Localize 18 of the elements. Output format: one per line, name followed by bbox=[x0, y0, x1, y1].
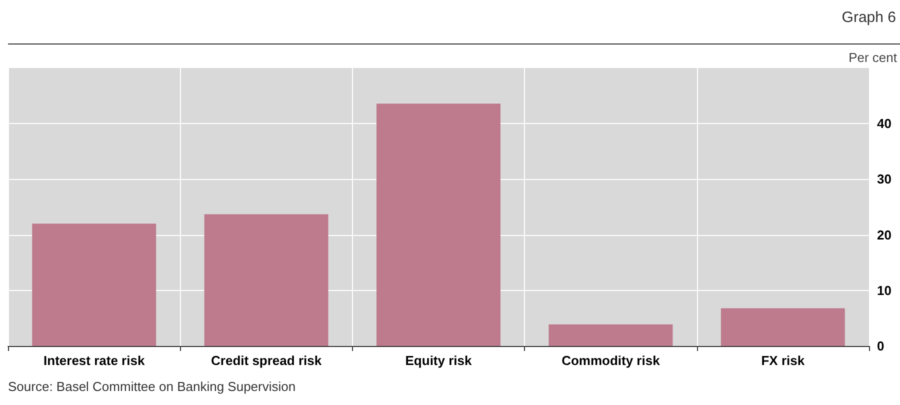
bar bbox=[32, 224, 156, 346]
x-tick-label: FX risk bbox=[761, 353, 806, 368]
x-tick-label: Commodity risk bbox=[562, 353, 661, 368]
x-tick-label: Interest rate risk bbox=[44, 353, 146, 368]
source-note: Source: Basel Committee on Banking Supervision bbox=[8, 379, 296, 394]
y-tick-label: 10 bbox=[877, 282, 892, 298]
y-tick-label: 40 bbox=[877, 116, 892, 132]
bar bbox=[204, 214, 328, 346]
bar bbox=[720, 308, 845, 346]
y-tick-label: 30 bbox=[877, 172, 892, 187]
y-tick-label: 20 bbox=[877, 227, 892, 242]
bar bbox=[376, 104, 500, 346]
chart-title: Graph 6 bbox=[842, 9, 896, 26]
y-tick-label: 0 bbox=[877, 338, 884, 354]
bar bbox=[548, 324, 673, 346]
x-tick-label: Credit spread risk bbox=[211, 353, 322, 368]
y-axis-title: Per cent bbox=[848, 50, 898, 65]
x-tick-label: Equity risk bbox=[405, 353, 472, 368]
